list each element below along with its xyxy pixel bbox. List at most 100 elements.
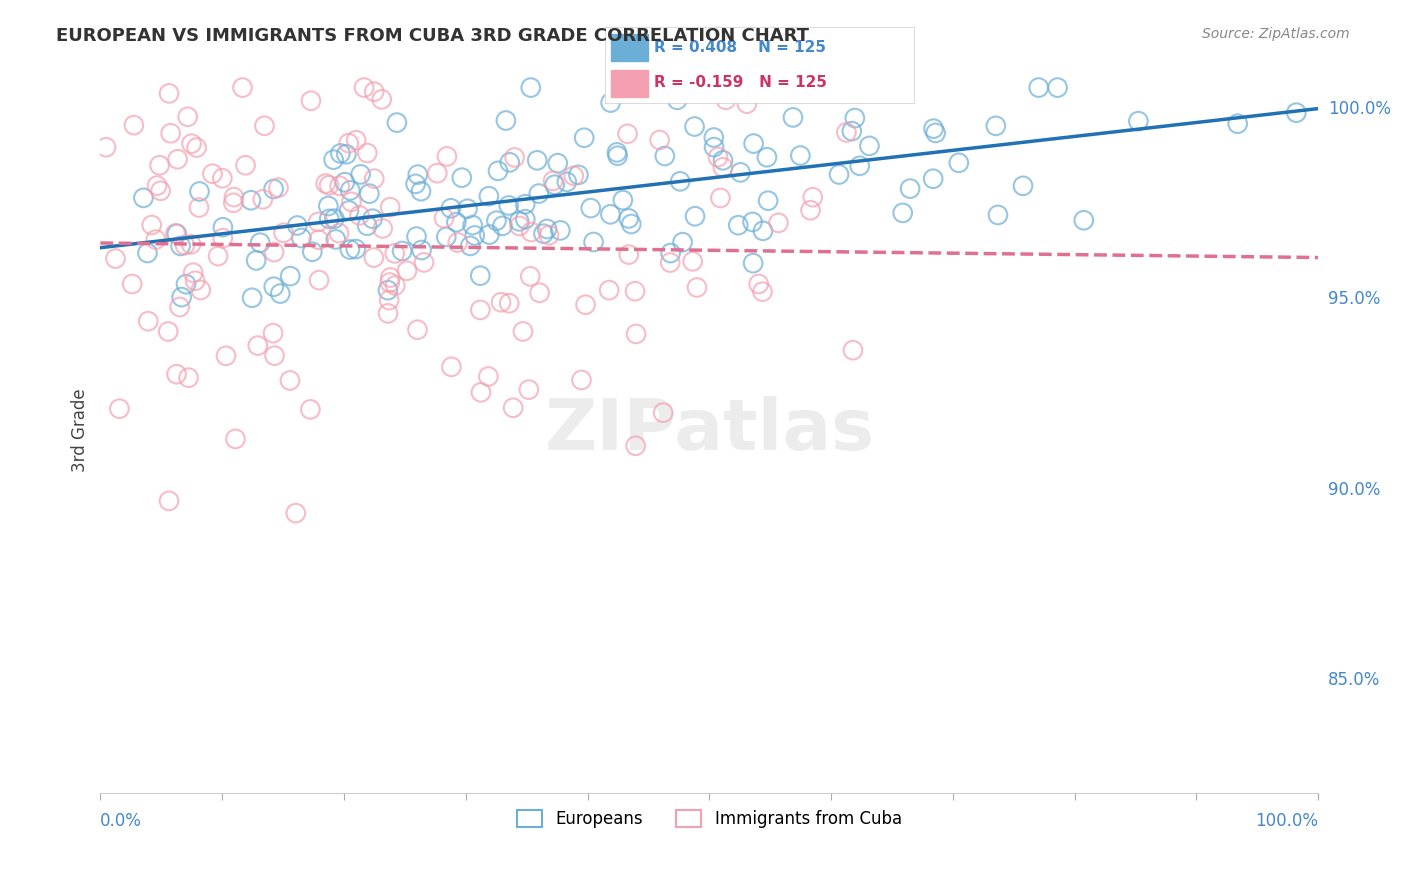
Point <box>519 80 541 95</box>
Point <box>384 278 406 293</box>
Point <box>752 224 775 238</box>
Point <box>755 150 778 164</box>
Point <box>922 171 945 186</box>
Point <box>620 217 643 231</box>
Point <box>727 218 749 232</box>
Point <box>395 264 418 278</box>
Point <box>180 237 202 252</box>
Point <box>391 244 413 258</box>
Point <box>180 136 202 151</box>
Point <box>353 80 375 95</box>
Point <box>339 243 361 257</box>
Point <box>835 125 858 139</box>
Point <box>215 349 238 363</box>
Point <box>502 401 524 415</box>
Point <box>245 253 267 268</box>
Point <box>541 174 564 188</box>
Point <box>789 148 811 162</box>
Point <box>707 150 730 164</box>
Point <box>499 155 522 169</box>
Point <box>599 207 621 221</box>
Point <box>582 235 605 249</box>
Point <box>495 113 517 128</box>
Point <box>515 197 537 211</box>
Point <box>344 242 367 256</box>
Point <box>508 214 530 228</box>
Point <box>686 280 709 294</box>
Point <box>486 164 509 178</box>
Point <box>652 406 675 420</box>
Point <box>170 290 193 304</box>
Point <box>517 383 540 397</box>
Point <box>359 186 381 201</box>
Point <box>224 432 246 446</box>
Point <box>299 402 322 417</box>
Point <box>363 251 385 265</box>
Point <box>529 285 551 300</box>
Point <box>579 201 602 215</box>
Point <box>756 194 779 208</box>
Point <box>363 171 385 186</box>
Point <box>666 93 689 107</box>
Point <box>671 235 693 249</box>
Point <box>363 85 385 99</box>
Point <box>470 385 492 400</box>
Point <box>349 208 371 222</box>
Point <box>240 194 263 208</box>
Legend: Europeans, Immigrants from Cuba: Europeans, Immigrants from Cuba <box>510 804 908 835</box>
Point <box>683 209 706 223</box>
Point <box>263 279 285 293</box>
Point <box>263 182 285 196</box>
Point <box>307 215 329 229</box>
Point <box>308 233 330 247</box>
Point <box>461 218 484 232</box>
Point <box>333 175 356 189</box>
Point <box>669 174 692 188</box>
Point <box>325 232 347 246</box>
Point <box>104 252 127 266</box>
Point <box>186 140 208 154</box>
Point <box>598 283 620 297</box>
Point <box>519 269 541 284</box>
Point <box>447 235 470 250</box>
Point <box>263 349 285 363</box>
Point <box>848 159 870 173</box>
Point <box>94 140 117 154</box>
Point <box>659 255 682 269</box>
Point <box>567 168 589 182</box>
Point <box>181 266 204 280</box>
Point <box>409 184 432 198</box>
Point <box>735 96 758 111</box>
Point <box>308 273 330 287</box>
Point <box>231 80 253 95</box>
Point <box>547 156 569 170</box>
Point <box>924 126 946 140</box>
Point <box>799 203 821 218</box>
Point <box>318 178 340 193</box>
Point <box>136 246 159 260</box>
Point <box>711 161 734 175</box>
Point <box>828 168 851 182</box>
Point <box>377 283 399 297</box>
Point <box>617 211 640 226</box>
Point <box>318 211 340 226</box>
Point <box>378 276 401 290</box>
Point <box>478 189 501 203</box>
Point <box>768 216 790 230</box>
Point <box>361 211 384 226</box>
Point <box>222 190 245 204</box>
Text: ZIPatlas: ZIPatlas <box>544 396 875 465</box>
Point <box>470 268 492 283</box>
Point <box>477 369 499 384</box>
Point <box>190 283 212 297</box>
Point <box>543 178 565 192</box>
Point <box>315 177 337 191</box>
Point <box>149 158 172 172</box>
Point <box>174 238 197 252</box>
Point <box>599 95 621 110</box>
Point <box>987 208 1010 222</box>
Point <box>145 233 167 247</box>
Point <box>440 201 463 215</box>
Point <box>1028 80 1050 95</box>
Point <box>290 231 312 245</box>
